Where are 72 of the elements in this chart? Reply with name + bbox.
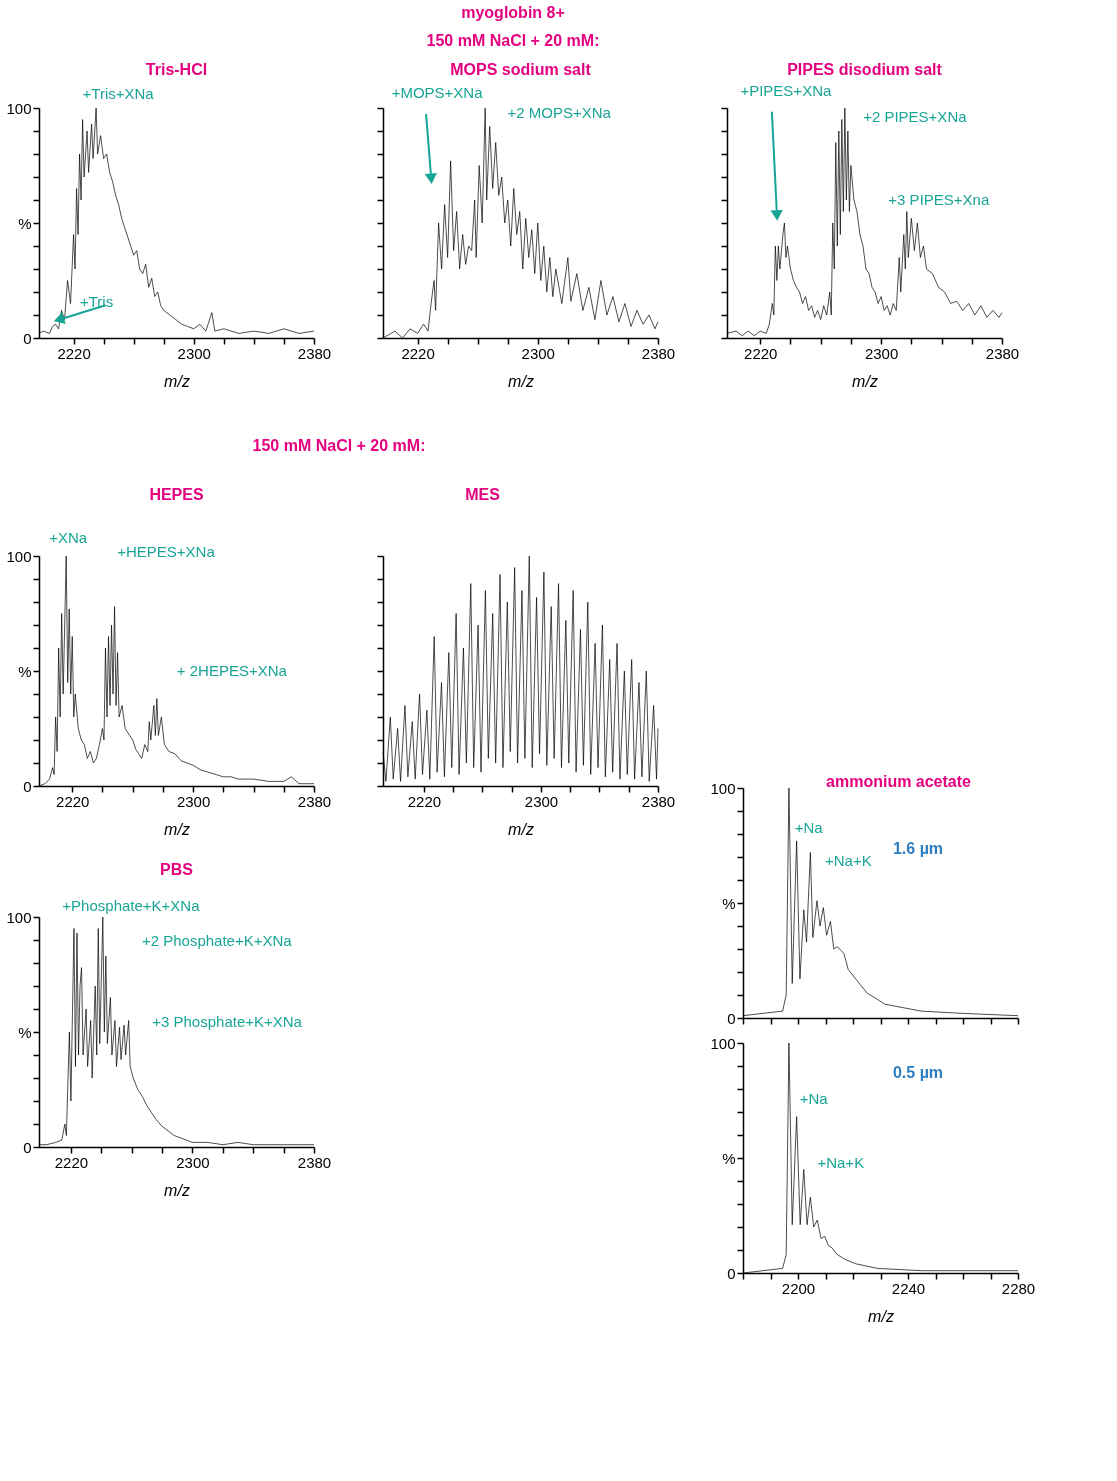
- x-tick-label: 2300: [177, 344, 211, 362]
- chart-title: MOPS sodium salt: [450, 61, 592, 78]
- chart-title: ammonium acetate: [826, 773, 972, 790]
- annotation: +3 PIPES+Xna: [888, 190, 990, 208]
- annotation: +Na: [799, 1089, 829, 1107]
- y-tick-label: %: [722, 1149, 736, 1167]
- annotation: +MOPS+XNa: [391, 84, 484, 101]
- x-tick-label: 2380: [297, 344, 332, 362]
- y-tick-label: 100: [710, 779, 736, 797]
- x-tick-label: 2220: [744, 344, 778, 362]
- x-tick-label: 2300: [176, 1153, 210, 1171]
- chart-title: MES: [465, 486, 501, 503]
- text: 150 mM NaCl + 20 mM:: [426, 32, 600, 49]
- x-tick-label: 2200: [781, 1279, 816, 1297]
- y-tick-label: %: [18, 1023, 32, 1041]
- y-tick-label: 0: [727, 1264, 736, 1282]
- annotation: +PIPES+XNa: [740, 81, 832, 99]
- x-axis-title: m/z: [164, 820, 190, 838]
- annotation: +Na+K: [817, 1153, 865, 1171]
- x-tick-label: 2220: [56, 792, 90, 810]
- x-tick-label: 2280: [1001, 1279, 1036, 1297]
- chart-title: Tris-HCl: [145, 61, 208, 78]
- annotation: 0.5 µm: [892, 1064, 944, 1081]
- chart-title: HEPES: [149, 486, 204, 503]
- x-tick-label: 2220: [407, 792, 442, 810]
- x-tick-label: 2220: [401, 344, 435, 362]
- x-axis-title: m/z: [852, 372, 878, 390]
- x-tick-label: 2380: [985, 344, 1020, 362]
- y-tick-label: 100: [6, 908, 32, 926]
- chart-title: PBS: [160, 861, 194, 878]
- annotation: 1.6 µm: [892, 840, 944, 857]
- y-tick-label: 0: [23, 1138, 32, 1156]
- x-tick-label: 2300: [524, 792, 559, 810]
- x-axis-title: m/z: [164, 372, 190, 390]
- annotation: +Na: [794, 818, 824, 836]
- y-tick-label: 100: [6, 99, 32, 117]
- x-axis-title: m/z: [508, 820, 534, 838]
- x-axis-title: m/z: [508, 372, 534, 390]
- x-tick-label: 2380: [641, 792, 676, 810]
- y-tick-label: %: [722, 894, 736, 912]
- x-tick-label: 2380: [297, 792, 332, 810]
- y-tick-label: 0: [23, 329, 32, 347]
- text: 150 mM NaCl + 20 mM:: [252, 437, 426, 454]
- annotation: +Tris: [79, 293, 114, 311]
- x-tick-label: 2300: [864, 344, 899, 362]
- x-tick-label: 2380: [297, 1153, 332, 1171]
- y-tick-label: 100: [6, 547, 32, 565]
- y-tick-label: 0: [23, 777, 32, 795]
- x-tick-label: 2240: [891, 1279, 926, 1297]
- x-tick-label: 2300: [521, 344, 555, 362]
- annotation: +3 Phosphate+K+XNa: [152, 1013, 303, 1031]
- annotation: +Phosphate+K+XNa: [62, 896, 201, 914]
- y-tick-label: 0: [727, 1009, 736, 1027]
- annotation: +2 PIPES+XNa: [863, 108, 968, 125]
- annotation: +Tris+XNa: [82, 85, 155, 102]
- x-tick-label: 2380: [641, 344, 676, 362]
- x-tick-label: 2220: [54, 1153, 89, 1171]
- annotation: +2 MOPS+XNa: [507, 104, 612, 121]
- annotation: + 2HEPES+XNa: [176, 661, 288, 679]
- x-tick-label: 2220: [57, 344, 91, 362]
- x-tick-label: 2300: [176, 792, 211, 810]
- annotation: +XNa: [49, 529, 88, 546]
- chart-title: PIPES disodium salt: [787, 61, 943, 78]
- annotation: +2 Phosphate+K+XNa: [141, 932, 293, 949]
- y-tick-label: 100: [710, 1034, 736, 1052]
- annotation: +Na+K: [825, 852, 872, 870]
- text: myoglobin 8+: [461, 4, 565, 21]
- x-axis-title: m/z: [868, 1307, 894, 1325]
- annotation: +HEPES+XNa: [117, 543, 216, 560]
- x-axis-title: m/z: [164, 1181, 190, 1199]
- y-tick-label: %: [18, 662, 32, 680]
- y-tick-label: %: [18, 214, 32, 232]
